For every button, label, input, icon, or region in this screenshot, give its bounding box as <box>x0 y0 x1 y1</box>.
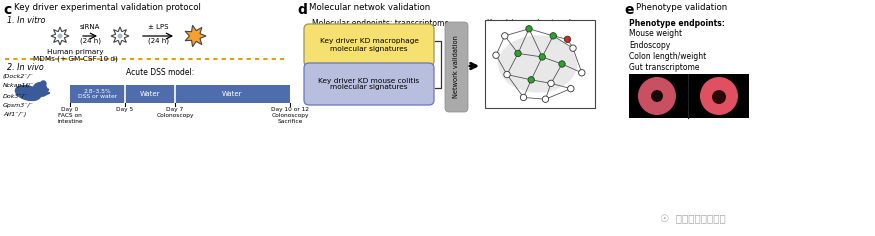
FancyBboxPatch shape <box>445 22 468 112</box>
Bar <box>629 74 749 118</box>
Circle shape <box>550 33 556 39</box>
Circle shape <box>578 70 585 76</box>
Circle shape <box>118 34 122 38</box>
Circle shape <box>559 61 565 67</box>
Circle shape <box>638 77 676 115</box>
Circle shape <box>570 45 577 51</box>
Text: Molecular endpoints: transcriptome: Molecular endpoints: transcriptome <box>312 19 449 28</box>
Polygon shape <box>186 25 206 47</box>
Text: (24 h): (24 h) <box>148 38 169 45</box>
FancyBboxPatch shape <box>304 63 434 105</box>
Text: Key driver KD mouse colitis
molecular signatures: Key driver KD mouse colitis molecular si… <box>318 77 420 90</box>
Text: Key driver experimental validation protocol: Key driver experimental validation proto… <box>14 3 201 12</box>
Text: e: e <box>624 3 634 17</box>
Circle shape <box>539 54 545 60</box>
Text: Colon length/weight: Colon length/weight <box>629 52 706 61</box>
Text: ± LPS: ± LPS <box>148 24 168 30</box>
Ellipse shape <box>15 85 41 101</box>
Text: Day 5: Day 5 <box>116 107 134 112</box>
FancyBboxPatch shape <box>485 20 595 108</box>
Text: Dok3⁻/⁻: Dok3⁻/⁻ <box>3 93 28 98</box>
Text: Phenotype endpoints:: Phenotype endpoints: <box>629 19 724 28</box>
Text: (24 h): (24 h) <box>80 38 101 45</box>
Text: 2.8–3.5%
DSS or water: 2.8–3.5% DSS or water <box>78 88 117 99</box>
Text: siRNA: siRNA <box>80 24 100 30</box>
Text: Key driver subnetworks: Key driver subnetworks <box>487 19 578 28</box>
Circle shape <box>493 52 500 58</box>
Text: Water: Water <box>222 91 242 97</box>
Text: c: c <box>3 3 11 17</box>
Text: Aif1⁻/⁻): Aif1⁻/⁻) <box>3 112 26 117</box>
Circle shape <box>32 82 47 97</box>
Circle shape <box>528 77 535 83</box>
Circle shape <box>501 33 508 39</box>
Circle shape <box>59 34 62 38</box>
Text: (Dock2⁻/⁻: (Dock2⁻/⁻ <box>3 74 34 79</box>
Text: Nckap1f/⁻: Nckap1f/⁻ <box>3 84 34 88</box>
Text: 1. In vitro: 1. In vitro <box>7 16 46 25</box>
Circle shape <box>651 90 663 102</box>
Text: Cytokine profile: Cytokine profile <box>629 75 690 84</box>
Text: Day 0
FACS on
intestine: Day 0 FACS on intestine <box>57 107 83 124</box>
Circle shape <box>568 85 574 92</box>
Circle shape <box>504 71 510 78</box>
Text: Endoscopy: Endoscopy <box>629 41 670 50</box>
Circle shape <box>542 96 549 102</box>
Circle shape <box>514 50 522 57</box>
Text: Day 7
Colonoscopy: Day 7 Colonoscopy <box>157 107 193 118</box>
Text: Day 10 or 12
Colonoscopy
Sacrifice: Day 10 or 12 Colonoscopy Sacrifice <box>271 107 309 124</box>
Circle shape <box>548 80 554 87</box>
Circle shape <box>700 77 738 115</box>
Circle shape <box>526 25 532 32</box>
Text: ☉  严海丹生信组文献: ☉ 严海丹生信组文献 <box>660 214 725 224</box>
Circle shape <box>712 90 726 104</box>
Circle shape <box>564 36 570 42</box>
Bar <box>70 85 290 103</box>
Text: Molecular netwok validation: Molecular netwok validation <box>309 3 430 12</box>
Circle shape <box>40 80 46 87</box>
Text: Human primary
MDMs (+ GM-CSF 10 d): Human primary MDMs (+ GM-CSF 10 d) <box>32 49 117 63</box>
Polygon shape <box>111 27 129 45</box>
Text: Mouse weight: Mouse weight <box>629 29 682 38</box>
Text: d: d <box>297 3 307 17</box>
Polygon shape <box>51 27 69 45</box>
Text: Gpsm3⁻/⁻: Gpsm3⁻/⁻ <box>3 102 34 108</box>
Text: Gut transcriptome: Gut transcriptome <box>629 63 699 72</box>
Ellipse shape <box>498 35 578 93</box>
Circle shape <box>521 94 527 101</box>
Text: Phenotype validation: Phenotype validation <box>636 3 727 12</box>
Text: 2. In vivo: 2. In vivo <box>7 63 44 72</box>
Text: Acute DSS model:: Acute DSS model: <box>126 68 194 77</box>
Text: Water: Water <box>140 91 160 97</box>
Text: Network validation: Network validation <box>453 36 459 98</box>
FancyBboxPatch shape <box>304 24 434 66</box>
Text: Key driver KD macrophage
molecular signatures: Key driver KD macrophage molecular signa… <box>319 38 418 51</box>
